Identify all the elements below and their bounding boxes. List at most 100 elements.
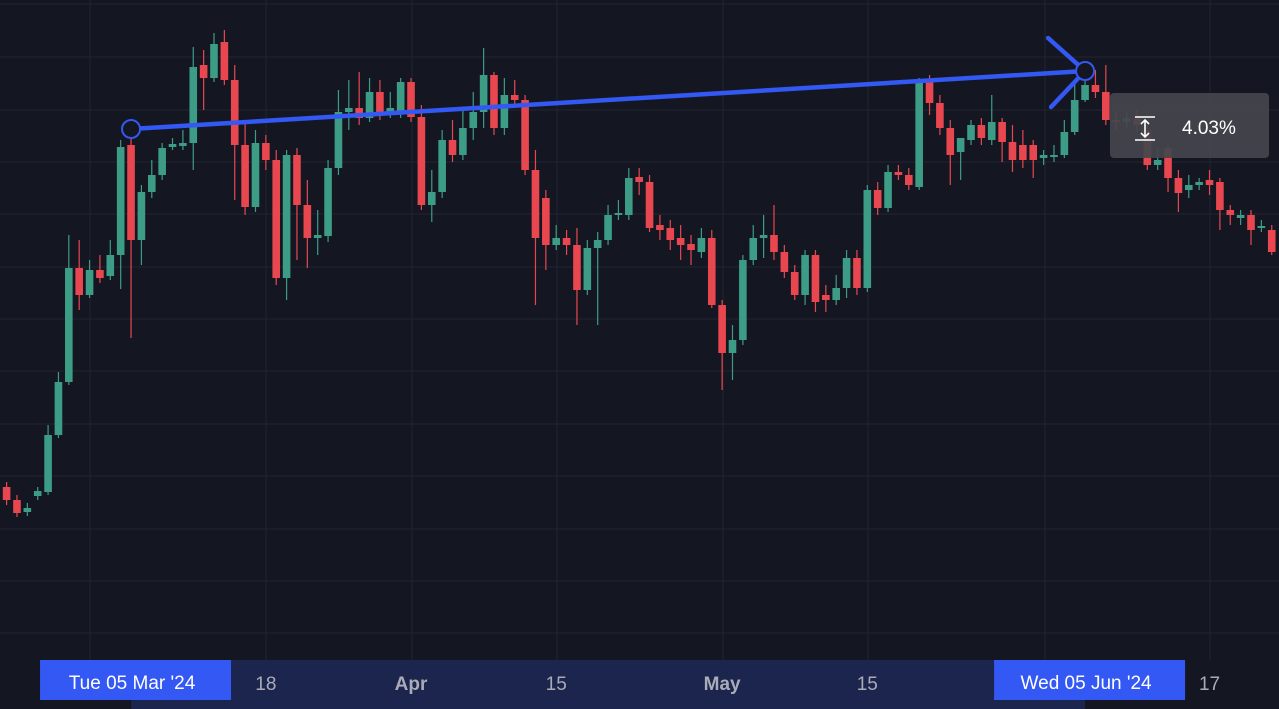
candle-body [770,235,778,252]
candle-body [65,268,73,382]
candle-body [842,258,851,288]
candle-body [427,192,436,205]
candle-body [552,238,561,245]
candle-body [904,175,913,185]
candle-body [884,172,892,208]
candle-body [604,215,612,240]
candle-body [500,95,509,128]
candle-body [1267,230,1276,252]
candle-body [531,170,540,238]
candle-body [1226,210,1235,215]
candle-body [13,500,21,513]
candle-body [510,95,519,100]
candle-body [44,435,52,492]
x-tick-label: May [704,674,741,695]
candles [2,30,1276,517]
candle-body [1102,92,1110,120]
candle-body [459,128,467,155]
candle-body [376,92,384,112]
candle-body [998,122,1006,142]
candle-body [116,147,125,255]
candle-body [1216,182,1224,210]
candle-body [386,108,395,112]
candle-body [832,288,840,300]
candle-body [625,178,633,215]
candle-body [313,235,322,238]
candle-body [614,213,623,215]
candle-body [189,67,198,143]
candle-body [1019,145,1027,160]
candle-body [936,103,944,128]
measure-label: 4.03% [1182,118,1236,139]
candle-body [147,175,156,192]
measure-tool: 4.03% [121,35,1269,158]
candle-body [790,272,799,295]
x-tick-label: 17 [1199,674,1220,695]
candle-body [75,268,83,295]
candle-body [179,143,187,146]
candle-body [707,238,716,305]
candle-body [1039,155,1048,158]
candle-body [251,143,260,207]
candle-body [1029,145,1038,160]
candle-body [210,44,218,78]
axis-highlight-label: Wed 05 Jun '24 [1021,673,1153,694]
candle-body [1184,185,1193,190]
candle-body [448,140,457,155]
axis-range-highlight [131,660,1086,709]
candle-body [168,144,177,147]
candle-body [1050,155,1058,157]
candle-body [759,235,768,238]
candle-body [562,238,571,245]
candle-body [282,155,291,278]
candle-body [345,108,353,112]
x-tick-label: 15 [857,674,878,695]
candle-body [365,92,374,118]
range-icon [1135,116,1155,141]
candle-body [158,148,166,175]
measure-line [128,68,1088,132]
candle-body [718,305,726,353]
candle-body [54,382,63,435]
candle-body [220,42,229,80]
candle-body [739,260,747,340]
candle-body [479,75,488,112]
candle-body [241,145,249,207]
candle-body [925,82,934,103]
candle-body [593,240,602,248]
candle-body [749,238,758,260]
candle-body [542,198,550,245]
candle-body [656,225,664,230]
x-axis: Tue 05 Mar '24 18 Apr 15 May 15 Wed 05 Jun '24… [0,660,1279,709]
candle-body [811,255,820,302]
candle-body [96,270,104,278]
x-tick-label: 15 [546,674,567,695]
candle-body [106,255,115,276]
candle-body [23,508,32,512]
candle-body [780,252,789,272]
candle-body [894,172,903,175]
candle-body [1205,180,1214,185]
grid [0,0,1279,660]
candle-body [1081,85,1089,100]
candle-body [85,270,94,295]
candle-body [33,491,42,496]
candle-body [396,82,405,112]
candle-body [676,238,685,245]
candle-body [583,248,592,290]
candle-body [199,65,208,78]
measure-label-box [1110,93,1269,158]
candle-body [1091,85,1100,92]
candle-body [324,168,332,236]
candle-body [728,340,737,353]
candle-body [521,100,529,170]
candle-body [666,228,675,240]
candle-body [438,140,446,192]
candle-body [1008,142,1017,160]
axis-highlight-box [994,660,1186,700]
measure-start-point [121,119,142,139]
candle-body [469,112,478,128]
